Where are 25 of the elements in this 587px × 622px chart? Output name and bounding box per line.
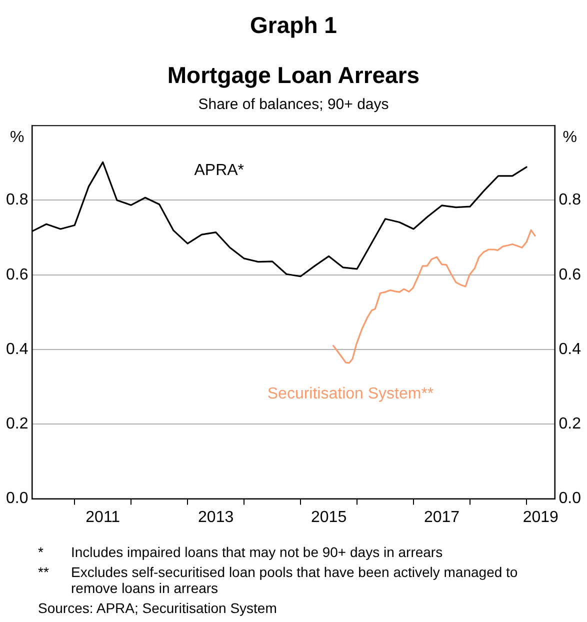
chart-subtitle: Mortgage Loan Arrears [166,62,421,89]
source-note: Sources: APRA; Securitisation System [38,600,278,616]
y2-tick-label: 0.6 [558,266,582,284]
text: APRA* [194,162,244,179]
y-axis-title: % [10,129,24,146]
x-tick-label: 2015 [311,508,347,526]
chart-title: Graph 1 [249,12,338,39]
y2-tick-label: 0.4 [558,340,582,358]
x-tick-label: 2017 [424,508,460,526]
series-label: Securitisation System** [267,386,434,403]
x-tick-label: 2019 [522,508,559,526]
text: * Includes impaired loans that may not be 90+ days in arrears [38,544,443,560]
y2-tick-label: 0.2 [558,416,582,433]
x-tick-label: 2011 [86,508,120,526]
y-tick-label: 0.0 [6,490,28,508]
text: Share of balances; 90+ days [197,96,390,113]
y2-axis-title: % [562,129,577,146]
y2-tick-label: 0.8 [558,192,582,209]
text: ** Excludes self-securitised loan pools that have been actively managed to remove loans in arrears [38,564,518,596]
y-tick-label: 0.2 [6,416,28,433]
y-tick-label: 0.8 [6,192,28,209]
x-tick-label: 2013 [198,508,234,526]
y-tick-label: 0.6 [6,266,28,284]
y2-tick-label: 0.0 [558,490,582,508]
y-tick-label: 0.4 [6,340,28,358]
